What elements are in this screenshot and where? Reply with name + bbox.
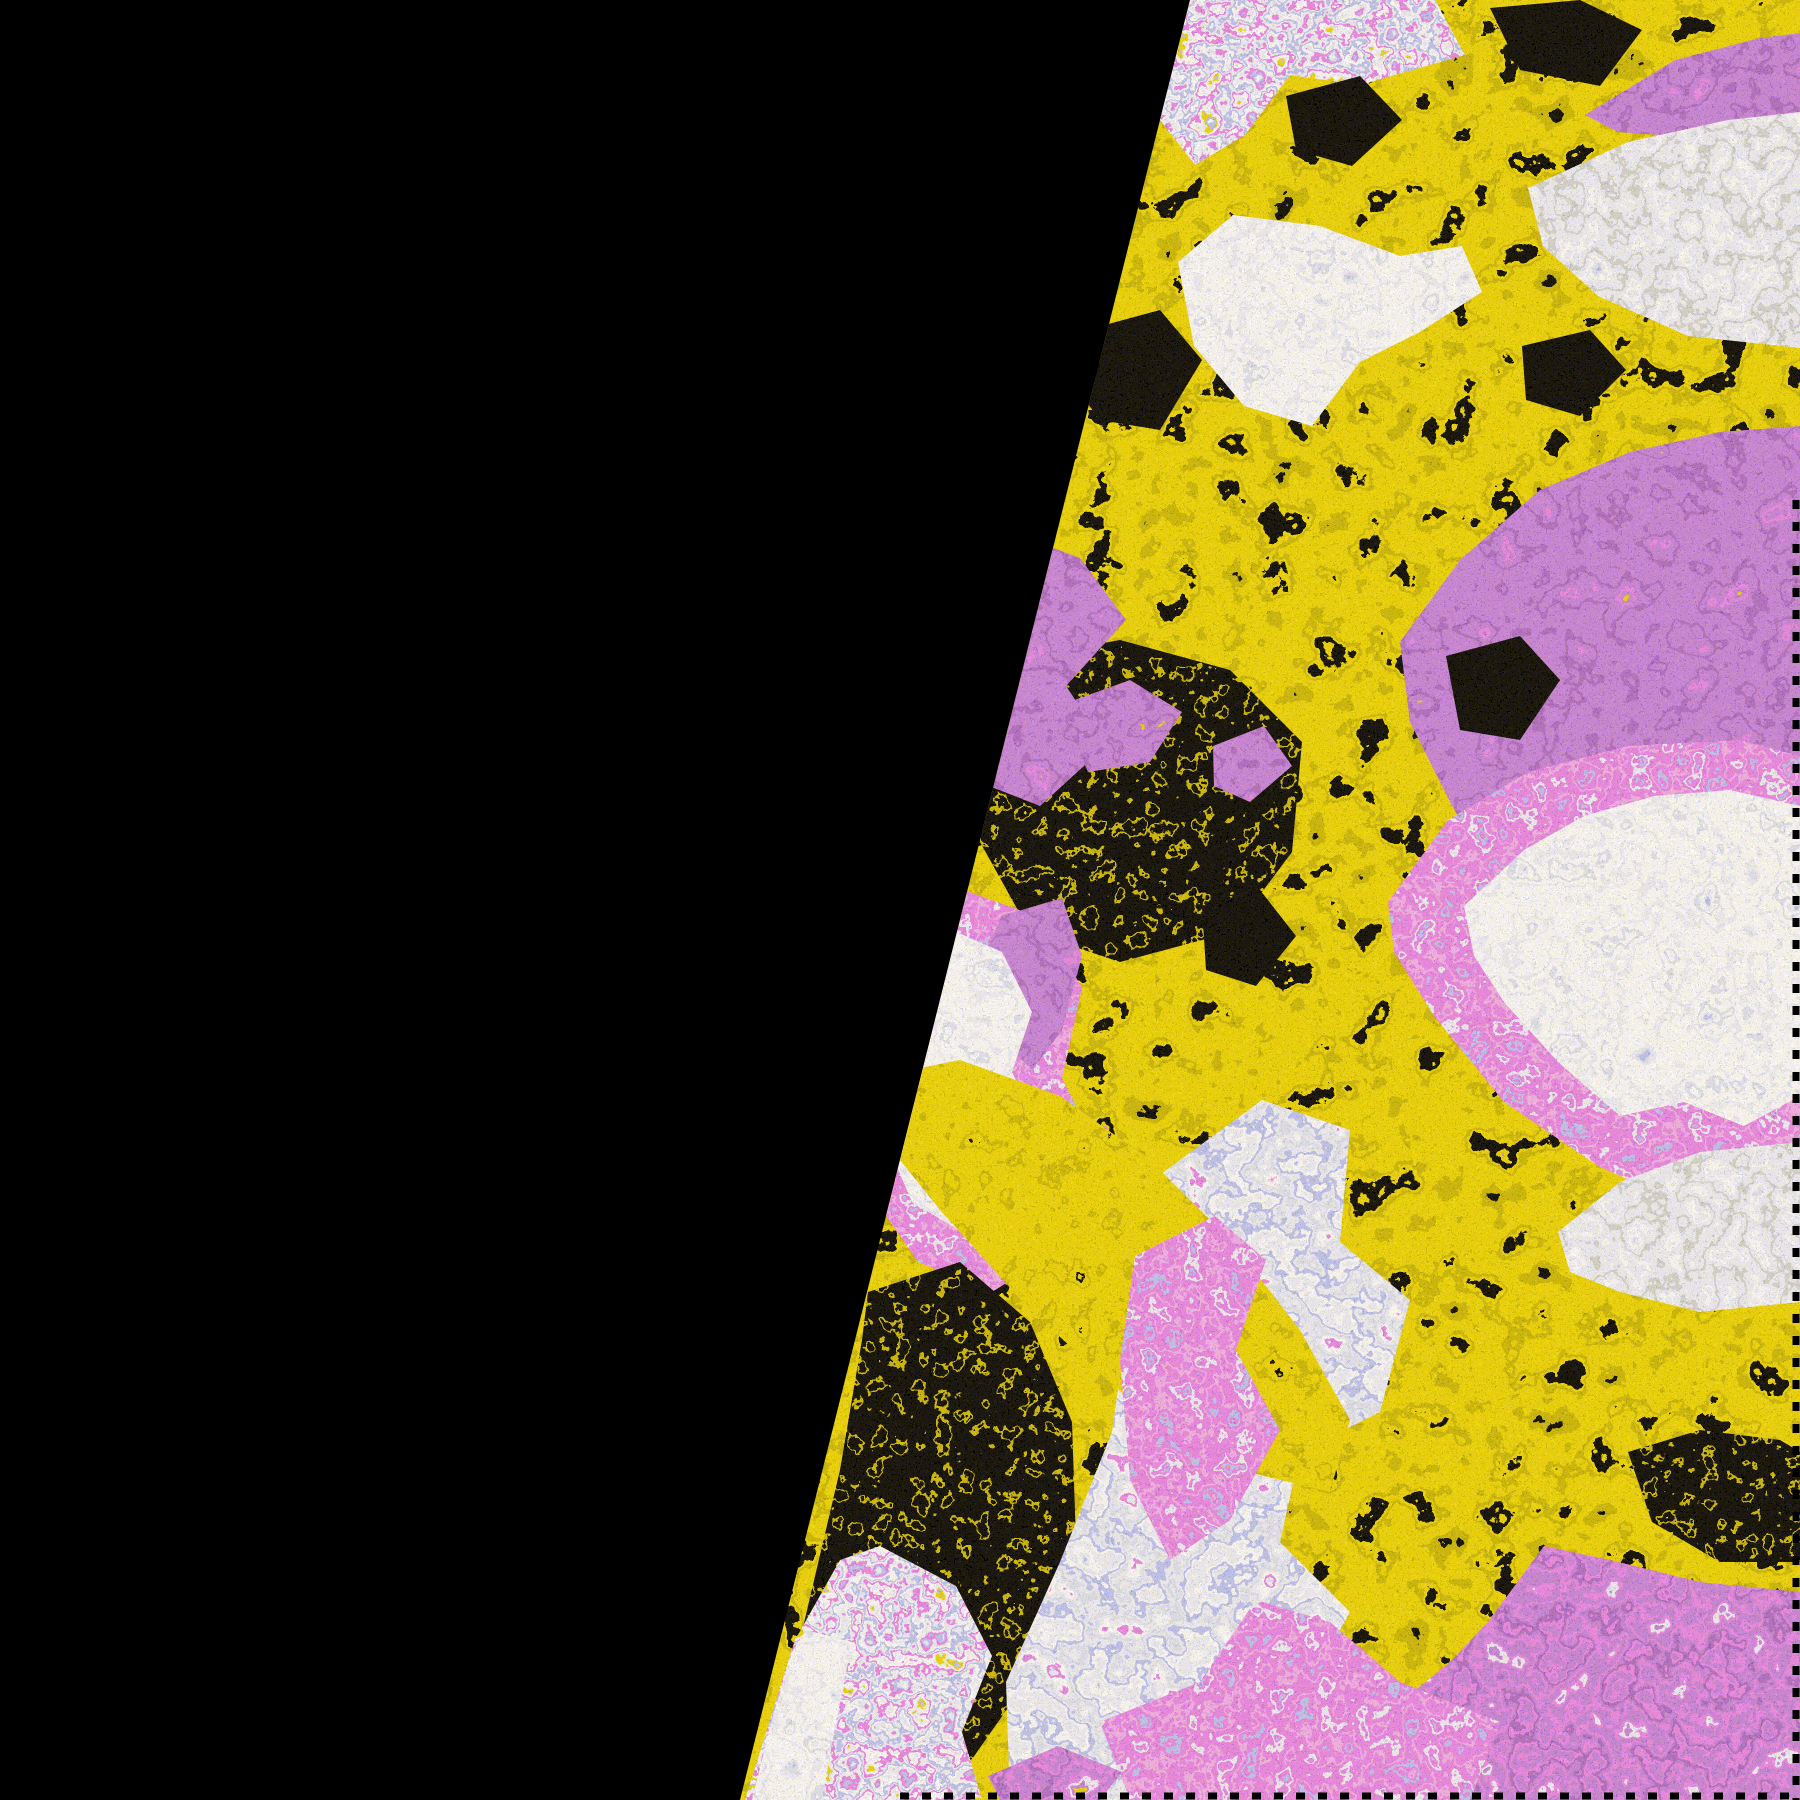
satellite-swath-image [740,0,1800,1800]
satellite-swath-canvas [740,0,1800,1800]
